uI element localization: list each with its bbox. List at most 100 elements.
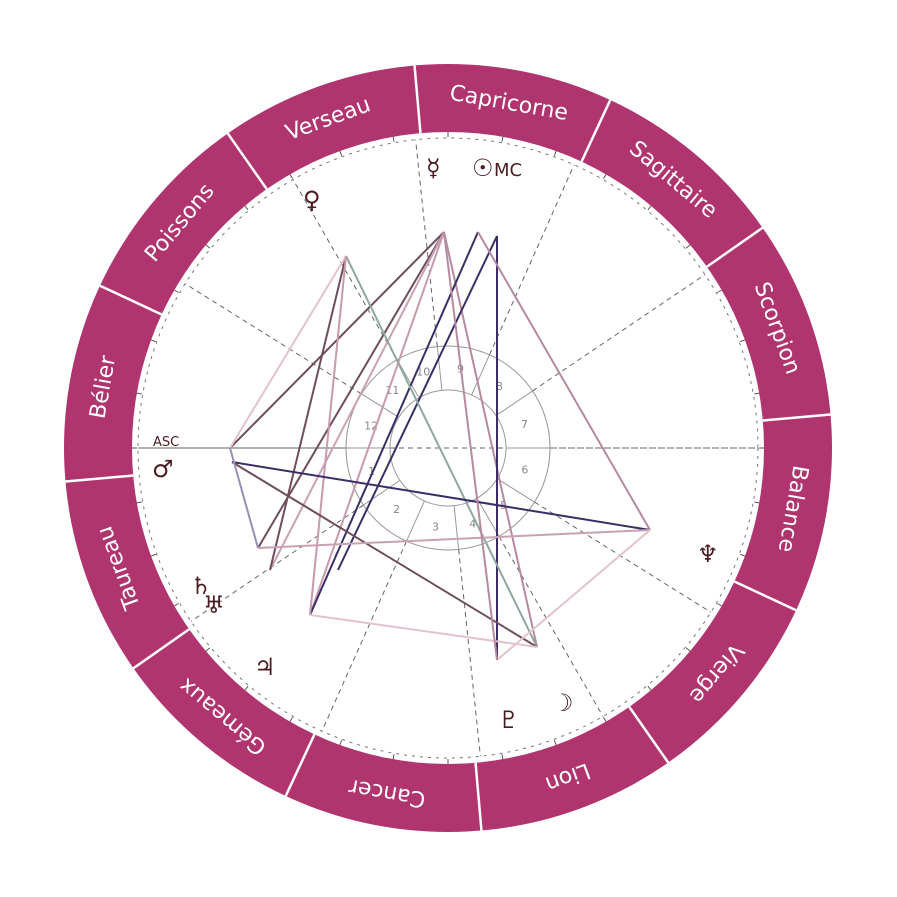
mc-label: MC	[494, 160, 522, 181]
degree-tick	[244, 685, 249, 691]
house-cusp-2	[190, 504, 364, 622]
degree-tick	[717, 289, 722, 293]
aspect-line	[269, 231, 445, 571]
house-divider	[471, 354, 490, 396]
degree-tick	[553, 150, 557, 156]
house-cusp-12	[184, 283, 362, 395]
sign-divider	[226, 132, 268, 190]
sign-divider	[284, 733, 316, 797]
house-cusps	[138, 139, 758, 757]
house-cusp-8	[532, 274, 706, 392]
house-number-10: 10	[416, 365, 430, 378]
saturn-icon: ♄	[190, 572, 212, 600]
degree-tick	[740, 339, 746, 343]
house-divider	[453, 505, 460, 550]
degree-tick	[174, 603, 179, 607]
degree-tick	[553, 740, 557, 746]
degree-tick	[754, 501, 760, 504]
house-divider	[495, 390, 533, 416]
degree-tick	[174, 289, 179, 293]
house-cusp-4	[458, 549, 481, 757]
aspect-line	[257, 529, 651, 549]
degree-tick	[150, 339, 156, 343]
degree-tick	[205, 244, 211, 249]
degree-tick	[685, 647, 691, 652]
pluto-icon: ♇	[498, 706, 520, 734]
house-cusp-3	[321, 540, 407, 732]
moon-icon: ☽	[552, 689, 574, 717]
aspect-line	[309, 231, 445, 616]
house-number-2: 2	[393, 503, 400, 516]
degree-tick	[717, 603, 722, 607]
neptune-icon: ♆	[697, 540, 719, 568]
jupiter-icon: ♃	[254, 653, 276, 681]
degree-tick	[647, 205, 652, 211]
aspect-lines	[229, 231, 651, 661]
degree-tick	[289, 174, 293, 179]
house-number-3: 3	[432, 521, 439, 534]
house-number-1: 1	[368, 465, 375, 478]
aspect-line	[345, 255, 538, 648]
house-divider	[436, 346, 443, 391]
house-cusp-10	[415, 139, 438, 347]
degree-tick	[339, 740, 343, 746]
degree-tick	[501, 754, 504, 760]
sign-divider	[628, 706, 670, 764]
degree-tick	[685, 244, 691, 249]
aspect-line	[309, 255, 347, 616]
degree-tick	[647, 685, 652, 691]
aspect-line	[496, 529, 651, 661]
sign-divider	[99, 284, 163, 316]
degree-tick	[740, 553, 746, 557]
aspect-line	[443, 231, 538, 648]
degree-tick	[136, 392, 142, 395]
house-divider	[496, 478, 535, 503]
aspect-line	[229, 447, 259, 549]
sign-divider	[65, 474, 134, 483]
degree-tick	[289, 717, 293, 722]
degree-tick	[754, 392, 760, 395]
mars-icon: ♂	[152, 455, 174, 483]
asc-label: ASC	[153, 435, 179, 450]
venus-icon: ♀	[303, 186, 321, 214]
degree-tick	[136, 501, 142, 504]
house-number-6: 6	[521, 464, 528, 477]
sign-divider	[580, 99, 612, 163]
house-cusp-6	[534, 501, 712, 613]
aspect-line	[309, 614, 538, 648]
degree-tick	[392, 136, 395, 142]
degree-tick	[150, 553, 156, 557]
sign-divider	[733, 580, 797, 612]
aspect-line	[229, 255, 347, 449]
sign-divider	[474, 762, 483, 831]
aspect-line	[309, 231, 479, 616]
uranus-icon: ♅	[203, 591, 225, 619]
house-divider	[476, 497, 500, 537]
degree-tick	[603, 174, 607, 179]
zodiac-ring: CapricorneSagittaireScorpionBalanceVierg…	[64, 64, 832, 832]
aspect-line	[477, 231, 651, 531]
mercury-icon: ☿	[426, 154, 441, 182]
house-divider	[363, 480, 401, 506]
aspect-line	[231, 461, 651, 531]
house-cusp-5	[498, 536, 604, 717]
house-number-4: 4	[469, 518, 476, 531]
aspect-line	[269, 255, 347, 571]
degree-tick	[205, 647, 211, 652]
house-divider	[361, 393, 400, 418]
degree-tick	[244, 205, 249, 211]
house-number-7: 7	[521, 418, 528, 431]
degree-tick	[392, 754, 395, 760]
sun-icon: ☉	[472, 154, 494, 182]
degree-tick	[603, 717, 607, 722]
sign-divider	[706, 226, 764, 268]
house-divider	[406, 500, 425, 542]
aspect-line	[231, 461, 538, 648]
degree-tick	[501, 136, 504, 142]
sign-divider	[762, 413, 831, 422]
house-number-8: 8	[496, 380, 503, 393]
sign-divider	[132, 628, 190, 670]
sign-divider	[413, 65, 422, 134]
house-cusp-9	[489, 164, 575, 356]
